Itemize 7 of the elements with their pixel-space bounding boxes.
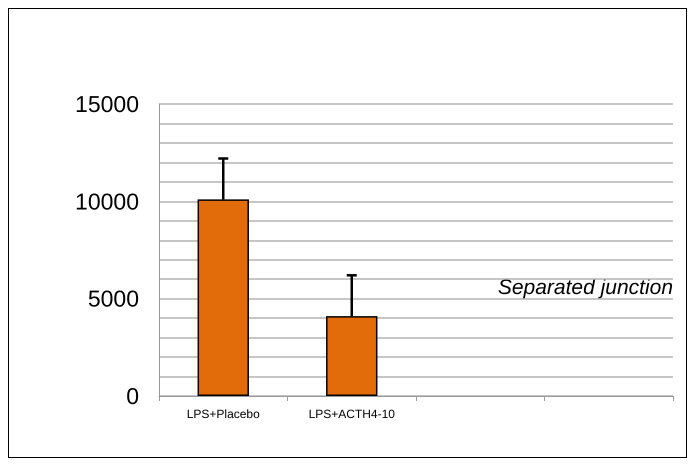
annotation: Separated junction <box>498 276 674 299</box>
y-tick-label: 5000 <box>88 286 139 312</box>
y-tick-label: 10000 <box>75 188 139 214</box>
y-tick-label: 15000 <box>75 91 139 117</box>
x-tick-label: LPS+Placebo <box>186 407 260 421</box>
x-tick-label: LPS+ACTH4-10 <box>308 407 396 421</box>
y-tick-label: 0 <box>126 383 139 409</box>
